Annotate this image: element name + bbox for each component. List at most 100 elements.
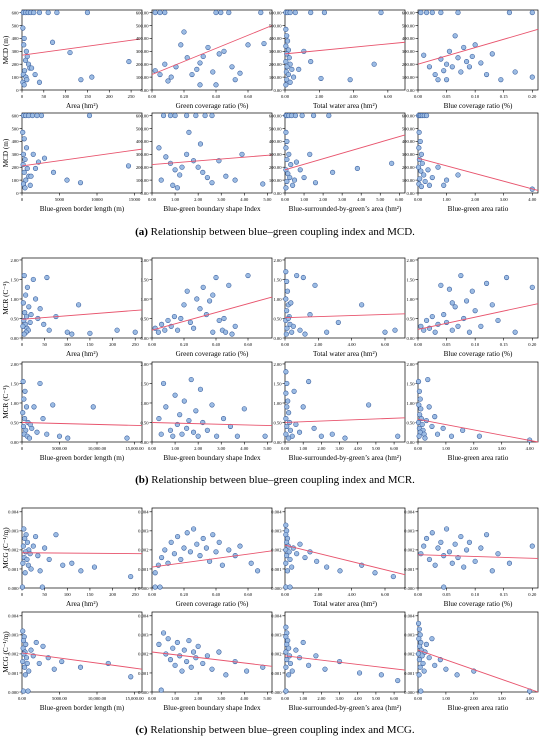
data-point [181,29,187,35]
y-tick-label: 400 [12,139,20,144]
data-point [29,113,36,119]
data-point [162,547,168,553]
data-point [329,431,335,437]
x-tick-label: 15,000.00 [125,446,144,452]
data-point [158,687,164,693]
y-axis-label: MCD (m) [2,35,10,64]
data-point [449,64,455,70]
data-point [23,177,29,183]
data-point [23,655,30,661]
y-tick-label: 0.003 [271,529,282,534]
data-point [441,584,447,590]
data-point [220,416,227,422]
data-point [308,10,314,16]
data-point [359,302,365,308]
data-point [506,560,513,566]
data-point [20,300,26,306]
data-point [221,48,227,54]
x-tick-label: 4.00 [240,446,249,451]
data-point [22,664,28,670]
data-point [455,10,461,16]
x-tick-label: 5000.00 [52,696,68,701]
data-point [27,551,33,557]
plot-frame [151,257,273,339]
x-tick-label: 1.00 [442,696,451,701]
y-tick-label: 0.002 [404,652,415,657]
data-point [20,162,26,168]
plot-frame [151,112,273,194]
data-point [443,77,450,83]
scatter-panel-c-2: 0.000 0.001 0.002 0.003 0.004 0.00 0.20 0.40 0.6… [138,507,273,608]
y-tick-label: 2.00 [273,362,282,367]
data-point [162,61,168,67]
data-point [189,71,195,78]
y-tick-label: 0.004 [8,510,19,515]
y-tick-label: 100.00 [136,75,149,80]
x-tick-label: 2.00 [317,446,326,451]
x-tick-label: 1.00 [299,696,308,701]
y-tick-label: 300.00 [269,152,282,157]
data-point [27,182,33,188]
x-axis-label: Blue coverage ratio (%) [444,102,513,110]
data-point [418,183,425,190]
data-point [489,302,495,308]
scatter-panel-c-1: 0.000 0.001 0.002 0.003 0.004 0 50 100 150 200 250… [2,507,143,608]
data-point [423,641,429,647]
data-point [237,70,243,76]
data-point [421,543,427,549]
y-tick-label: 0.004 [271,510,282,515]
data-point [177,172,183,178]
x-tick-label: 0.40 [212,342,221,347]
data-point [283,185,289,191]
y-tick-label: 0.50 [273,316,282,321]
data-point [416,657,422,663]
data-point [293,647,299,653]
data-point [229,331,235,337]
y-tick-label: 0.004 [404,510,415,515]
data-point [179,668,185,674]
data-point [86,113,93,119]
scatter-panel-a-4: 0.00 100.00 200.00 300.00 400.00 500.00 600.00… [402,9,539,110]
x-tick-label: 0.00 [281,342,290,347]
data-point [294,272,300,279]
y-tick-label: 300.00 [402,152,415,157]
data-point [213,10,219,16]
x-tick-label: 0.10 [471,342,480,347]
data-point [283,269,289,275]
y-tick-label: 2.00 [273,258,282,263]
plot-frame [284,112,406,194]
y-tick-label: 300 [12,152,20,157]
x-axis-label: Blue-green border length (m) [40,704,125,712]
y-tick-label: 0.00 [406,336,415,341]
data-point [461,44,467,50]
data-point [443,177,450,183]
data-point [216,317,222,324]
data-point [219,562,225,568]
data-point [78,77,84,83]
data-point [24,539,31,545]
data-point [258,10,264,16]
data-point [207,298,213,304]
data-point [158,177,164,183]
y-tick-label: 400.00 [269,36,282,41]
data-point [170,645,176,651]
data-point [337,568,343,574]
data-point [51,666,57,672]
data-point [20,560,26,566]
data-point [466,64,473,70]
data-point [512,329,518,335]
data-point [232,323,238,329]
data-point [378,10,384,16]
x-tick-label: 0.40 [212,94,221,99]
data-point [195,643,201,649]
data-point [529,284,535,290]
data-point [24,284,31,290]
scatter-panel-b-3: 0.00 0.50 1.00 1.50 2.00 0.00 2.00 4.00 6.00Tota… [273,257,406,358]
data-point [283,688,289,694]
data-point [255,568,261,574]
x-tick-label: 3.00 [217,696,226,701]
x-tick-label: 5.00 [376,197,385,202]
y-tick-label: 0.003 [8,633,19,638]
data-point [30,151,36,157]
data-point [25,562,31,568]
